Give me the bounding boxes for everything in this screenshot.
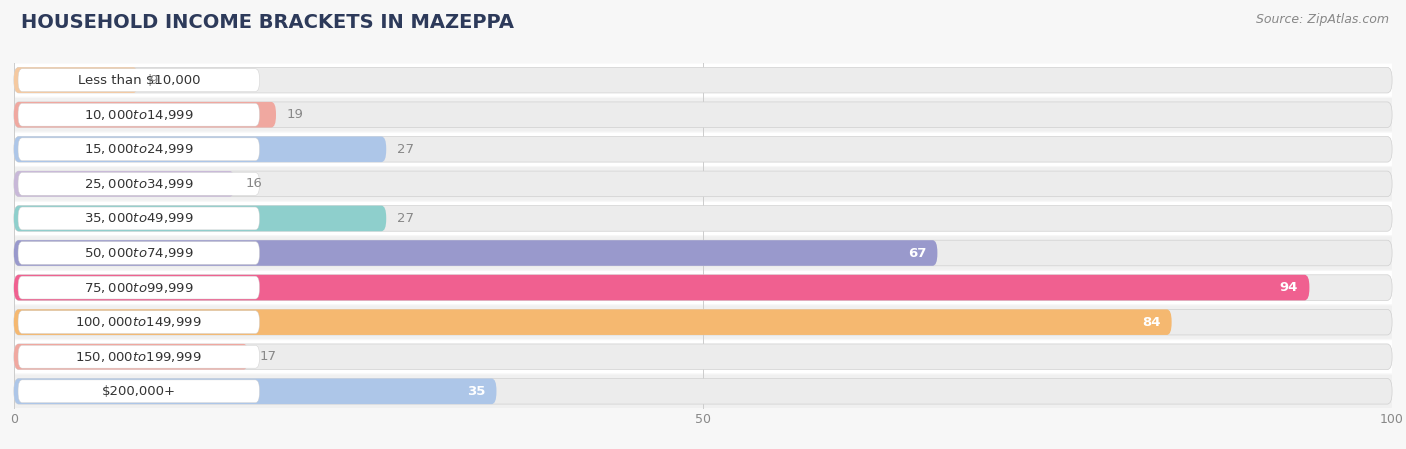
Text: $35,000 to $49,999: $35,000 to $49,999 (84, 211, 194, 225)
FancyBboxPatch shape (14, 240, 1392, 266)
FancyBboxPatch shape (18, 69, 260, 92)
Text: 19: 19 (287, 108, 304, 121)
FancyBboxPatch shape (14, 237, 1392, 269)
Text: 16: 16 (246, 177, 263, 190)
Text: Less than $10,000: Less than $10,000 (77, 74, 200, 87)
Text: 27: 27 (396, 212, 415, 225)
FancyBboxPatch shape (14, 136, 1392, 162)
FancyBboxPatch shape (14, 67, 1392, 93)
FancyBboxPatch shape (18, 380, 260, 403)
FancyBboxPatch shape (18, 242, 260, 264)
FancyBboxPatch shape (18, 172, 260, 195)
Text: $100,000 to $149,999: $100,000 to $149,999 (76, 315, 202, 329)
Text: 17: 17 (259, 350, 277, 363)
FancyBboxPatch shape (14, 102, 1392, 128)
FancyBboxPatch shape (18, 345, 260, 368)
FancyBboxPatch shape (18, 207, 260, 230)
FancyBboxPatch shape (14, 275, 1392, 300)
FancyBboxPatch shape (14, 344, 249, 370)
Text: $150,000 to $199,999: $150,000 to $199,999 (76, 350, 202, 364)
FancyBboxPatch shape (14, 240, 938, 266)
Text: $15,000 to $24,999: $15,000 to $24,999 (84, 142, 194, 156)
FancyBboxPatch shape (18, 103, 260, 126)
FancyBboxPatch shape (14, 309, 1171, 335)
FancyBboxPatch shape (14, 171, 1392, 197)
Text: 27: 27 (396, 143, 415, 156)
FancyBboxPatch shape (14, 64, 1392, 97)
Text: $75,000 to $99,999: $75,000 to $99,999 (84, 281, 194, 295)
Text: $25,000 to $34,999: $25,000 to $34,999 (84, 177, 194, 191)
FancyBboxPatch shape (14, 309, 1392, 335)
Text: Source: ZipAtlas.com: Source: ZipAtlas.com (1256, 13, 1389, 26)
FancyBboxPatch shape (18, 138, 260, 161)
FancyBboxPatch shape (14, 344, 1392, 370)
FancyBboxPatch shape (14, 98, 1392, 131)
Text: HOUSEHOLD INCOME BRACKETS IN MAZEPPA: HOUSEHOLD INCOME BRACKETS IN MAZEPPA (21, 13, 515, 32)
FancyBboxPatch shape (14, 67, 138, 93)
FancyBboxPatch shape (14, 102, 276, 128)
FancyBboxPatch shape (14, 375, 1392, 408)
FancyBboxPatch shape (14, 206, 1392, 231)
Text: 67: 67 (908, 247, 927, 260)
FancyBboxPatch shape (14, 306, 1392, 339)
FancyBboxPatch shape (18, 276, 260, 299)
FancyBboxPatch shape (14, 136, 387, 162)
FancyBboxPatch shape (14, 206, 387, 231)
FancyBboxPatch shape (14, 133, 1392, 166)
FancyBboxPatch shape (14, 379, 496, 404)
FancyBboxPatch shape (14, 275, 1309, 300)
FancyBboxPatch shape (14, 271, 1392, 304)
Text: $200,000+: $200,000+ (101, 385, 176, 398)
FancyBboxPatch shape (18, 311, 260, 334)
FancyBboxPatch shape (14, 340, 1392, 373)
Text: 9: 9 (149, 74, 157, 87)
FancyBboxPatch shape (14, 379, 1392, 404)
Text: $10,000 to $14,999: $10,000 to $14,999 (84, 108, 194, 122)
Text: $50,000 to $74,999: $50,000 to $74,999 (84, 246, 194, 260)
Text: 94: 94 (1279, 281, 1298, 294)
FancyBboxPatch shape (14, 171, 235, 197)
Text: 84: 84 (1142, 316, 1160, 329)
FancyBboxPatch shape (14, 167, 1392, 200)
Text: 35: 35 (467, 385, 485, 398)
FancyBboxPatch shape (14, 202, 1392, 235)
